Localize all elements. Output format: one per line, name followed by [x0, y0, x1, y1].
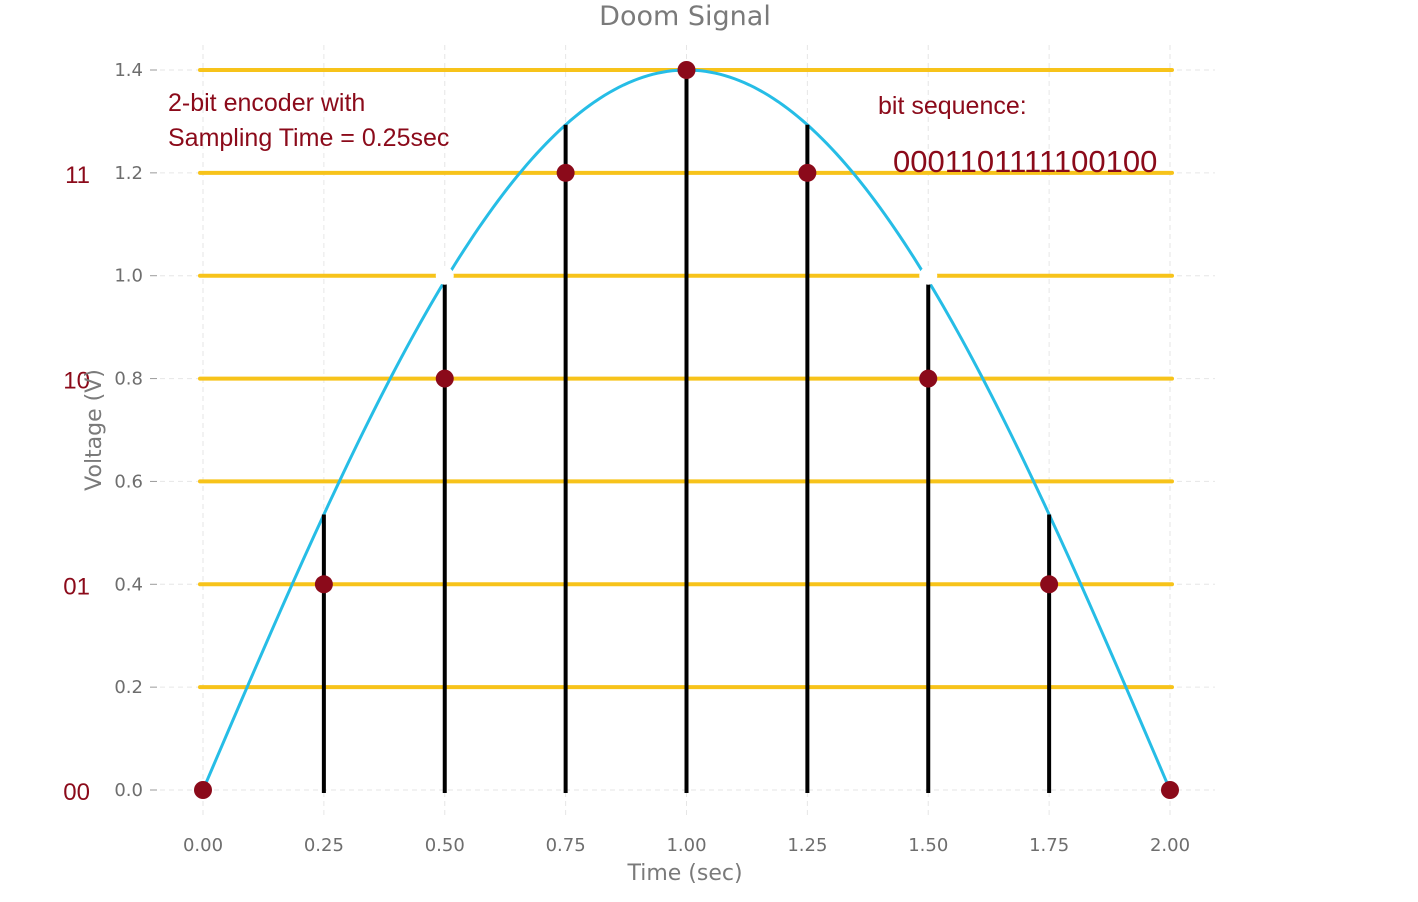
y-axis-label: Voltage (V): [82, 369, 107, 491]
x-tick-label-0: 0.00: [183, 835, 223, 856]
sample-marker-8: [1161, 781, 1179, 799]
y-tick-label-3: 0.6: [114, 471, 143, 492]
sample-marker-3: [556, 163, 575, 182]
sample-marker-2: [435, 369, 454, 388]
y-tick-label-2: 0.4: [114, 574, 143, 595]
sample-marker-0: [194, 781, 212, 799]
code-label-01: 01: [63, 573, 90, 600]
sample-marker-1: [314, 575, 333, 594]
y-tick-label-6: 1.2: [114, 163, 143, 184]
code-label-11: 11: [65, 162, 90, 189]
x-axis-label: Time (sec): [626, 861, 742, 886]
sample-marker-7: [1040, 575, 1059, 594]
code-labels: 00 01 10 11: [63, 162, 90, 806]
sample-stems: [321, 70, 1052, 793]
y-tick-label-4: 0.8: [114, 369, 143, 390]
x-tick-label-6: 1.50: [908, 835, 948, 856]
bit-sequence-label: bit sequence:: [878, 92, 1027, 120]
sample-markers: [194, 61, 1179, 799]
y-tick-labels: 0.0 0.2 0.4 0.6 0.8 1.0 1.2 1.4: [114, 60, 157, 801]
threshold-marker-1: [919, 266, 938, 285]
y-tick-label-0: 0.0: [114, 780, 143, 801]
bit-sequence-value: 0001101111100100: [893, 144, 1157, 179]
sample-marker-5: [798, 163, 817, 182]
x-tick-label-7: 1.75: [1029, 835, 1069, 856]
x-tick-label-1: 0.25: [304, 835, 344, 856]
y-tick-label-1: 0.2: [114, 677, 143, 698]
code-label-00: 00: [63, 779, 90, 806]
threshold-markers: [435, 266, 938, 285]
x-tick-label-3: 0.75: [546, 835, 586, 856]
y-tick-label-5: 1.0: [114, 266, 143, 287]
encoder-annotation-line2: Sampling Time = 0.25sec: [168, 124, 449, 152]
x-tick-label-4: 1.00: [666, 835, 706, 856]
encoder-annotation-line1: 2-bit encoder with: [168, 89, 365, 117]
sample-marker-6: [919, 369, 938, 388]
x-tick-label-8: 2.00: [1150, 835, 1190, 856]
chart-title: Doom Signal: [599, 1, 771, 32]
sample-marker-4: [677, 61, 696, 79]
x-tick-labels: 0.00 0.25 0.50 0.75 1.00 1.25 1.50 1.75 2.00: [183, 835, 1190, 856]
y-tick-label-7: 1.4: [114, 60, 143, 81]
code-label-10: 10: [63, 368, 90, 395]
threshold-marker-0: [435, 266, 454, 285]
x-tick-label-5: 1.25: [787, 835, 827, 856]
x-tick-label-2: 0.50: [425, 835, 465, 856]
